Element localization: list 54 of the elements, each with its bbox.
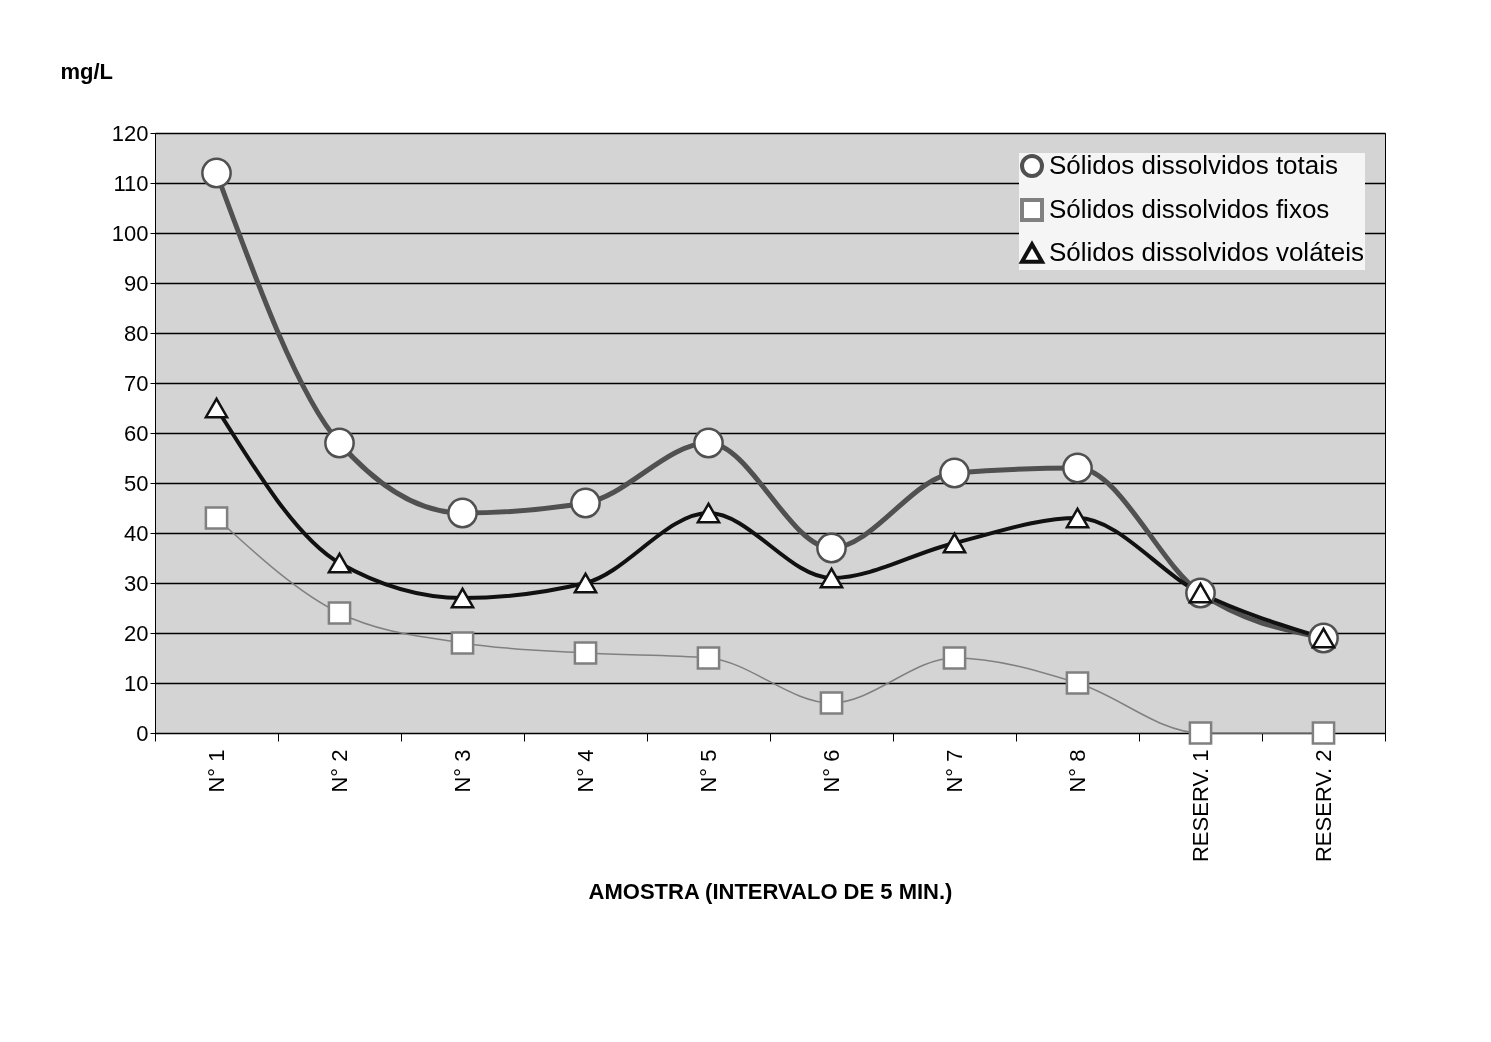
point: [327, 601, 352, 625]
point: [204, 397, 229, 419]
x-tick-label: N° 4: [573, 749, 598, 793]
x-axis-title: AMOSTRA (INTERVALO DE 5 MIN.): [588, 879, 953, 905]
point: [327, 552, 352, 574]
x-tick-label: RESERV. 1: [1188, 749, 1213, 863]
point: [819, 691, 844, 715]
legend-label: Sólidos dissolvidos totais: [1049, 150, 1339, 180]
point: [1311, 721, 1336, 745]
point: [816, 532, 847, 564]
y-tick-label: 60: [124, 420, 149, 446]
point: [324, 427, 355, 459]
x-tick-label: N° 2: [327, 749, 352, 793]
point: [1065, 507, 1090, 529]
x-tick-label: N° 5: [696, 749, 721, 793]
point: [1188, 721, 1213, 745]
legend-label: Sólidos dissolvidos fixos: [1049, 194, 1330, 224]
point: [573, 572, 598, 594]
y-tick-label: 0: [136, 720, 149, 746]
x-tick-label: RESERV. 2: [1311, 749, 1336, 863]
y-tick-label: 100: [111, 220, 149, 246]
y-tick-label: 40: [124, 520, 149, 546]
y-tick-label: 120: [111, 120, 149, 146]
point: [447, 497, 478, 529]
x-tick-label: N° 8: [1065, 749, 1090, 793]
y-tick-label: 110: [113, 170, 149, 196]
point: [942, 646, 967, 670]
point: [573, 641, 598, 665]
point: [450, 631, 475, 655]
legend-label: Sólidos dissolvidos voláteis: [1049, 237, 1365, 267]
point: [696, 502, 721, 524]
y-tick-label: 20: [124, 620, 149, 646]
x-tick-label: N° 7: [942, 749, 967, 793]
point: [819, 567, 844, 589]
point: [450, 587, 475, 609]
point: [204, 506, 229, 530]
point: [696, 646, 721, 670]
point: [693, 427, 724, 459]
point: [201, 157, 232, 189]
y-tick-label: 70: [124, 370, 149, 396]
x-tick-label: N° 3: [450, 749, 475, 793]
y-tick-label: 90: [124, 270, 149, 296]
point: [1065, 671, 1090, 695]
x-tick-label: N° 6: [819, 749, 844, 793]
y-tick-label: 80: [124, 320, 149, 346]
point: [939, 457, 970, 489]
y-tick-label: 50: [124, 470, 149, 496]
point: [570, 487, 601, 519]
point: [1062, 452, 1093, 484]
point: [942, 532, 967, 554]
y-tick-label: 30: [124, 570, 149, 596]
y-tick-label: 10: [124, 670, 149, 696]
x-tick-label: N° 1: [204, 749, 229, 793]
y-axis-title: mg/L: [60, 58, 114, 84]
